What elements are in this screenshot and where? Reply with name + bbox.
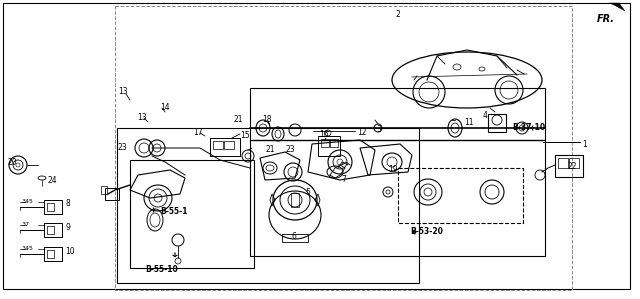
Bar bbox=[555, 155, 583, 177]
Text: 13: 13 bbox=[118, 87, 127, 96]
Text: 17: 17 bbox=[193, 128, 203, 137]
Bar bbox=[213, 141, 223, 149]
Text: 8: 8 bbox=[65, 199, 70, 208]
Text: FR.: FR. bbox=[597, 14, 615, 24]
Bar bbox=[47, 203, 54, 211]
Text: 345: 345 bbox=[22, 199, 34, 204]
Bar bbox=[398, 168, 523, 223]
Text: 6: 6 bbox=[292, 232, 297, 241]
Text: B-53-20: B-53-20 bbox=[410, 228, 443, 237]
Bar bbox=[282, 234, 308, 242]
Text: 23: 23 bbox=[285, 145, 294, 154]
Bar bbox=[224, 141, 234, 149]
Bar bbox=[291, 193, 299, 207]
Text: 21: 21 bbox=[233, 115, 243, 124]
Bar bbox=[330, 139, 338, 147]
Text: 1: 1 bbox=[582, 140, 587, 149]
Text: B-55-10: B-55-10 bbox=[145, 265, 178, 274]
Bar bbox=[321, 139, 329, 147]
Text: 7: 7 bbox=[341, 175, 346, 184]
Text: 10: 10 bbox=[65, 246, 75, 256]
Text: 18: 18 bbox=[262, 115, 271, 124]
Bar bbox=[44, 200, 62, 214]
Bar bbox=[47, 250, 54, 258]
Text: 37: 37 bbox=[22, 222, 30, 227]
Bar bbox=[210, 138, 240, 156]
Bar bbox=[44, 247, 62, 261]
Text: 19: 19 bbox=[388, 165, 397, 174]
Bar bbox=[101, 186, 107, 194]
Text: 12: 12 bbox=[357, 128, 367, 137]
Bar bbox=[318, 136, 340, 156]
Text: 13: 13 bbox=[137, 113, 147, 122]
Text: B-55-1: B-55-1 bbox=[160, 207, 188, 216]
Bar bbox=[105, 188, 119, 200]
Text: 3: 3 bbox=[376, 125, 381, 134]
Bar bbox=[117, 128, 419, 283]
Bar bbox=[44, 223, 62, 237]
Text: 5: 5 bbox=[305, 188, 310, 197]
Text: 22: 22 bbox=[568, 162, 577, 171]
Bar bbox=[250, 88, 545, 256]
Text: 2: 2 bbox=[395, 10, 400, 19]
Bar bbox=[569, 158, 579, 168]
Text: 345: 345 bbox=[22, 246, 34, 251]
Bar bbox=[558, 158, 568, 168]
Text: 24: 24 bbox=[47, 176, 56, 185]
Text: 16: 16 bbox=[319, 130, 328, 139]
Text: 4: 4 bbox=[483, 111, 488, 120]
Text: 21: 21 bbox=[265, 145, 275, 154]
Bar bbox=[115, 6, 572, 290]
Text: 20: 20 bbox=[8, 158, 18, 167]
Polygon shape bbox=[609, 3, 625, 11]
Text: 14: 14 bbox=[160, 103, 170, 112]
Text: 11: 11 bbox=[464, 118, 474, 127]
Bar bbox=[47, 226, 54, 234]
Text: B-37-10: B-37-10 bbox=[512, 123, 545, 132]
Text: 23: 23 bbox=[118, 143, 127, 152]
Text: 9: 9 bbox=[65, 222, 70, 231]
Bar bbox=[488, 114, 506, 132]
Bar bbox=[130, 160, 254, 268]
Text: 15: 15 bbox=[240, 131, 250, 140]
